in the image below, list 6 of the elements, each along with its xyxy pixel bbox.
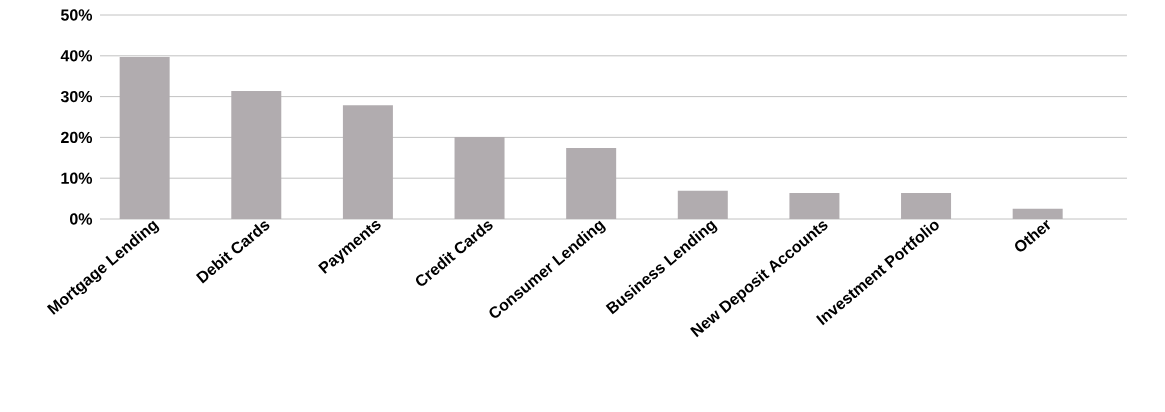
y-tick-label: 10% [61, 172, 93, 184]
y-tick-label: 0% [70, 213, 93, 225]
y-tick-label: 20% [61, 131, 93, 144]
y-tick-label: 30% [60, 90, 93, 103]
y-tick-label: 50% [60, 9, 93, 21]
y-tick-label: 40% [60, 50, 93, 62]
